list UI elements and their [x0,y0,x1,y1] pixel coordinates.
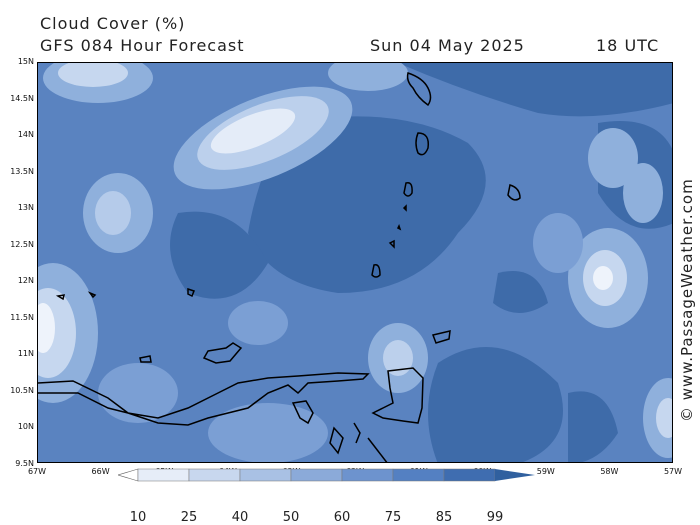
legend-value: 50 [282,510,300,525]
color-legend [116,466,588,510]
lat-label: 14.5N [10,93,34,103]
legend-swatch [392,468,445,482]
legend-value: 85 [435,510,453,525]
lat-label: 13N [17,203,34,212]
lat-label: 12.5N [10,239,34,249]
legend-arrow-low [116,468,139,482]
legend-swatch [443,468,496,482]
lat-label: 15N [17,57,34,66]
lat-label: 10N [17,422,34,431]
cloud-cover-map [37,62,673,463]
lon-label: 57W [663,467,683,476]
legend-bar [116,468,535,482]
lat-label: 14N [17,130,34,139]
legend-value: 75 [384,510,402,525]
lat-label: 10.5N [10,385,34,395]
coastlines [38,72,521,462]
lat-label: 9.5N [15,458,34,468]
lon-label: 67W [27,467,47,476]
legend-value: 10 [129,510,147,525]
lat-label: 11N [17,349,34,358]
forecast-date: Sun 04 May 2025 [370,36,525,55]
legend-swatch [239,468,292,482]
low-cloud-regions [170,63,672,462]
lon-label: 66W [91,467,110,476]
legend-value: 25 [180,510,198,525]
model-label: GFS 084 Hour Forecast [40,36,245,55]
legend-swatch [188,468,241,482]
legend-value: 99 [486,510,504,525]
legend-value: 40 [231,510,249,525]
lat-label: 13.5N [10,166,34,176]
watermark-text: © www.PassageWeather.com [678,178,696,422]
lon-label: 59W [536,467,555,476]
legend-arrow-high [495,469,535,481]
legend-swatch [290,468,343,482]
forecast-time: 18 UTC [596,36,660,55]
legend-value: 60 [333,510,351,525]
svg-text:© www.PassageWeather.com: © www.PassageWeather.com [678,178,696,422]
map-title: Cloud Cover (%) [40,14,186,33]
map-canvas [38,63,672,462]
lat-label: 12N [17,276,34,285]
watermark: © www.PassageWeather.com [676,150,698,430]
lat-label: 11.5N [10,312,34,322]
legend-swatch [137,468,190,482]
high-cloud-regions [38,63,672,462]
lon-label: 58W [600,467,619,476]
legend-swatch [341,468,394,482]
